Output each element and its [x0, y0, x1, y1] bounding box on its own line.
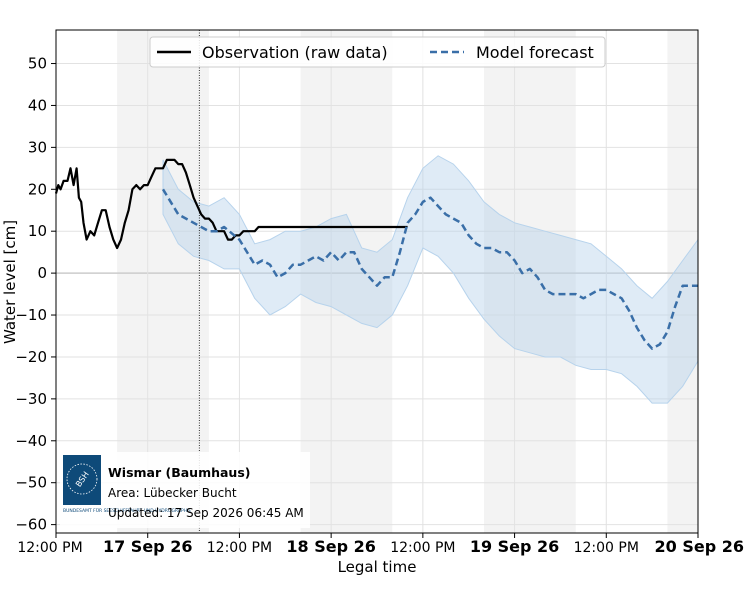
uncertainty-band	[162, 155, 699, 404]
y-tick-label: −30	[15, 390, 47, 408]
axes: 50 40 30 20 10 0 −10 −20 −30 −40 −50 −60 12:00 PM 17 …	[15, 29, 745, 556]
x-tick-label: 12:00 PM	[17, 540, 82, 556]
legend-observation-label: Observation (raw data)	[202, 43, 388, 62]
station-name: Wismar (Baumhaus)	[108, 465, 250, 480]
y-tick-label: 30	[28, 138, 47, 156]
station-area: Area: Lübecker Bucht	[108, 486, 237, 500]
y-tick-label: 0	[37, 264, 47, 282]
night-shading	[117, 30, 698, 533]
plot-frame	[55, 29, 699, 534]
series-layer	[54, 158, 698, 350]
y-tick-label: 20	[28, 180, 47, 198]
y-tick-label: −20	[15, 348, 47, 366]
x-axis-label: Legal time	[338, 558, 417, 576]
x-tick-label: 19 Sep 26	[470, 537, 560, 556]
legend: Observation (raw data) Model forecast	[149, 36, 606, 68]
station-info: BSH BUNDESAMT FÜR SEESCHIFFFAHRT UND HYD…	[60, 452, 310, 528]
x-tick-label: 18 Sep 26	[286, 537, 376, 556]
y-tick-label: −40	[15, 432, 47, 450]
legend-forecast-label: Model forecast	[476, 43, 594, 62]
night-shade-region	[117, 30, 209, 533]
forecast-line	[161, 188, 698, 350]
x-tick-label: 20 Sep 26	[655, 537, 745, 556]
bsh-logo-caption: BUNDESAMT FÜR SEESCHIFFFAHRT UND HYDROGR…	[63, 507, 191, 514]
night-shade-region	[667, 30, 698, 533]
y-tick-label: 50	[28, 55, 47, 73]
uncertainty-band-layer	[162, 155, 699, 404]
y-tick-label: −10	[15, 306, 47, 324]
x-tick-label: 12:00 PM	[390, 540, 455, 556]
station-updated: Updated: 17 Sep 2026 06:45 AM	[108, 506, 304, 520]
bsh-logo-box	[63, 455, 101, 505]
bsh-logo-stars	[66, 463, 98, 495]
station-info-background	[60, 452, 310, 528]
y-tick-label: 10	[28, 222, 47, 240]
y-tick-label: −50	[15, 474, 47, 492]
x-tick-label: 17 Sep 26	[103, 537, 193, 556]
y-tick-label: −60	[15, 516, 47, 534]
night-shade-region	[484, 30, 576, 533]
x-tick-label: 12:00 PM	[207, 540, 272, 556]
x-tick-label: 12:00 PM	[574, 540, 639, 556]
y-axis-label: Water level [cm]	[1, 220, 19, 344]
observation-line	[54, 158, 408, 250]
night-shade-region	[300, 30, 393, 533]
y-tick-label: 40	[28, 96, 47, 114]
bsh-logo: BSH BUNDESAMT FÜR SEESCHIFFFAHRT UND HYD…	[63, 455, 191, 514]
